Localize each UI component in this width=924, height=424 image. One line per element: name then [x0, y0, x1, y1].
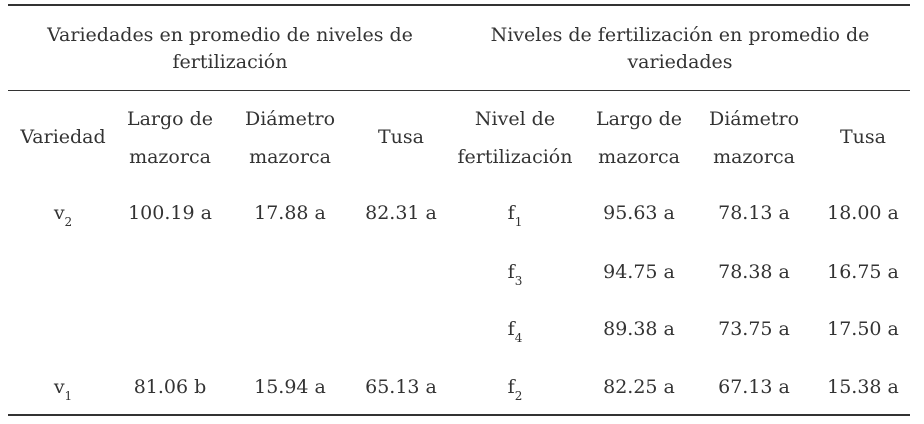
col-header-diametro-left: Diámetro mazorca — [232, 100, 348, 176]
row-3-largo: 81.06 b — [133, 376, 207, 398]
row-3-nivel-sub: 2 — [514, 389, 523, 403]
row-1-nivel-sub: 3 — [514, 274, 523, 288]
col-header-diametro-left-line1: Diámetro — [244, 108, 336, 130]
row-3-variedad-base: v — [53, 376, 65, 398]
row-2-tusa-f: 17.50 a — [827, 318, 899, 340]
col-header-variedad: Variedad — [20, 126, 106, 148]
row-2-nivel: f4 — [450, 314, 580, 344]
row-0-nivel: f1 — [450, 198, 580, 228]
row-1-diametro-f: 78.38 a — [718, 261, 790, 283]
col-header-largo-right-line2: mazorca — [598, 146, 680, 168]
row-0-nivel-sub: 1 — [514, 215, 523, 229]
row-2-nivel-base: f — [507, 318, 515, 340]
row-0-variedad-sub: 2 — [64, 215, 73, 229]
row-0-variedad-base: v — [53, 202, 65, 224]
col-header-largo-left: Largo de mazorca — [116, 100, 224, 176]
row-1-tusa-f: 16.75 a — [827, 261, 899, 283]
col-header-diametro-left-line2: mazorca — [249, 146, 331, 168]
group-header-fertilization: Niveles de fertilización en promedio de … — [490, 24, 870, 73]
row-3-diametro: 15.94 a — [254, 376, 326, 398]
col-header-nivel-line1: Nivel de — [474, 108, 556, 130]
row-1-nivel-base: f — [507, 261, 515, 283]
group-header-varieties: Variedades en promedio de niveles de fer… — [47, 24, 413, 73]
col-header-largo-right-line1: Largo de — [595, 108, 683, 130]
row-0-diametro: 17.88 a — [254, 202, 326, 224]
row-0-tusa-f: 18.00 a — [827, 202, 899, 224]
col-header-nivel: Nivel de fertilización — [450, 100, 580, 176]
row-2-largo-f: 89.38 a — [603, 318, 675, 340]
row-3-diametro-f: 67.13 a — [718, 376, 790, 398]
row-3-nivel-base: f — [507, 376, 515, 398]
row-3-tusa-f: 15.38 a — [827, 376, 899, 398]
col-header-tusa-right: Tusa — [840, 126, 886, 148]
col-header-diametro-right-line2: mazorca — [713, 146, 795, 168]
row-0-largo: 100.19 a — [128, 202, 212, 224]
col-header-largo-left-line2: mazorca — [129, 146, 211, 168]
col-header-diametro-right-line1: Diámetro — [708, 108, 800, 130]
row-3-nivel: f2 — [450, 372, 580, 402]
row-0-diametro-f: 78.13 a — [718, 202, 790, 224]
row-3-tusa: 65.13 a — [365, 376, 437, 398]
col-header-largo-right: Largo de mazorca — [584, 100, 694, 176]
row-0-tusa: 82.31 a — [365, 202, 437, 224]
col-header-largo-left-line1: Largo de — [126, 108, 214, 130]
row-0-largo-f: 95.63 a — [603, 202, 675, 224]
row-2-diametro-f: 73.75 a — [718, 318, 790, 340]
row-3-variedad-sub: 1 — [64, 389, 73, 403]
col-header-nivel-line2: fertilización — [457, 146, 573, 168]
row-2-nivel-sub: 4 — [514, 331, 523, 345]
header-rule — [8, 90, 910, 91]
row-3-largo-f: 82.25 a — [603, 376, 675, 398]
row-0-variedad: v2 — [10, 198, 116, 228]
col-header-diametro-right: Diámetro mazorca — [696, 100, 812, 176]
row-3-variedad: v1 — [10, 372, 116, 402]
bottom-rule — [8, 414, 910, 416]
row-1-nivel: f3 — [450, 257, 580, 287]
col-header-tusa-left: Tusa — [378, 126, 424, 148]
row-0-nivel-base: f — [507, 202, 515, 224]
top-rule — [8, 4, 910, 6]
row-1-largo-f: 94.75 a — [603, 261, 675, 283]
